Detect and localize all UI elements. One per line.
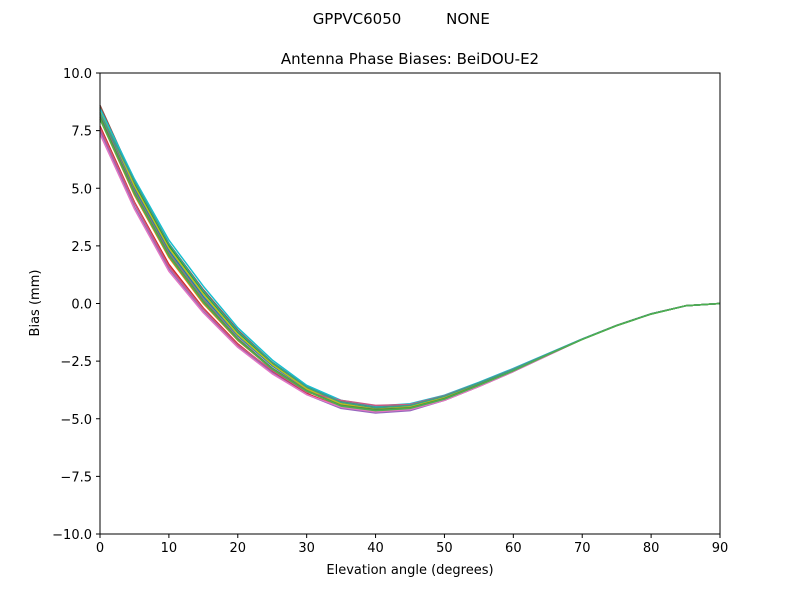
x-tick-label: 40 [367, 541, 384, 556]
y-tick-label: −2.5 [60, 355, 92, 370]
series-line-9 [99, 109, 721, 410]
x-tick-label: 20 [230, 541, 247, 556]
plot-frame [99, 72, 721, 535]
chart-title: Antenna Phase Biases: BeiDOU-E2 [281, 50, 539, 68]
series-line-11 [99, 128, 721, 407]
x-tick-label: 60 [505, 541, 522, 556]
y-tick-label: 2.5 [71, 240, 92, 255]
x-tick-label: 70 [574, 541, 591, 556]
y-tick-label: 10.0 [63, 67, 92, 82]
y-tick-label: 5.0 [71, 182, 92, 197]
series-layer [99, 104, 721, 414]
x-tick-label: 30 [298, 541, 315, 556]
y-tick-label: 0.0 [71, 298, 92, 313]
y-tick-label: −5.0 [60, 413, 92, 428]
header-right: NONE [446, 10, 490, 28]
x-tick-label: 10 [161, 541, 178, 556]
x-tick-label: 90 [712, 541, 729, 556]
series-line-2 [99, 118, 721, 412]
series-line-10 [99, 108, 721, 407]
y-tick-label: −10.0 [52, 528, 92, 543]
series-line-4 [99, 125, 721, 413]
series-line-14 [99, 118, 721, 412]
series-line-1 [99, 111, 721, 411]
header-left: GPPVC6050 [313, 10, 402, 28]
series-line-3 [99, 107, 721, 410]
series-line-12 [99, 116, 721, 411]
x-tick-label: 80 [643, 541, 660, 556]
series-line-8 [99, 114, 721, 411]
ticks-layer: 0 10 20 30 40 50 60 70 80 90 10.0 7.5 5.0 2.5 0.0 −2.5 −… [52, 67, 728, 556]
x-tick-label: 50 [436, 541, 453, 556]
x-tick-label: 0 [96, 541, 104, 556]
y-axis-label: Bias (mm) [28, 270, 43, 337]
y-tick-label: 7.5 [71, 125, 92, 140]
series-line-6 [99, 104, 721, 408]
y-tick-label: −7.5 [60, 470, 92, 485]
series-line-13 [99, 113, 721, 409]
x-axis-label: Elevation angle (degrees) [326, 563, 493, 578]
